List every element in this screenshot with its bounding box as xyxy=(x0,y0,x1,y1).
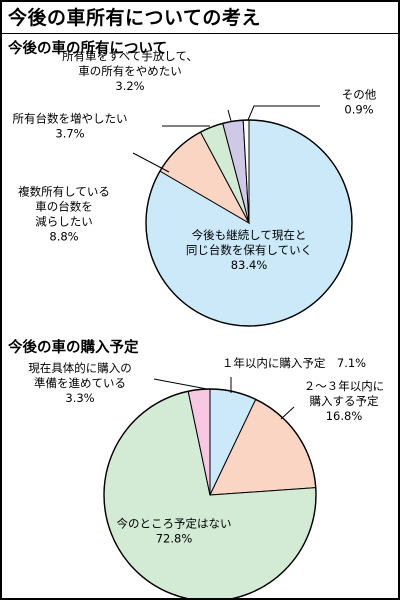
chart1-label-1: 複数所有している車の台数を減らしたい 8.8% xyxy=(18,185,110,244)
chart2-outline xyxy=(103,388,317,598)
chart2-label-3: 現在具体的に購入の準備を進めている 3.3% xyxy=(28,361,132,405)
chart1-leader-1 xyxy=(132,152,170,173)
chart1-label-0: 今後も継続して現在と同じ台数を保有していく 83.4% xyxy=(186,228,312,272)
chart2-label-2: 今のところ予定はない 72.8% xyxy=(117,517,232,546)
main-title: 今後の車所有についての考え xyxy=(8,7,261,29)
chart2-leader-1 xyxy=(280,406,295,420)
chart2-label-0: １年以内に購入予定 7.1% xyxy=(222,356,366,370)
chart1-outline xyxy=(145,119,353,327)
chart1-label-2: 所有台数を増やしたい 3.7% xyxy=(13,112,128,141)
chart2-leader-3 xyxy=(153,378,208,390)
chart2-title: 今後の車の購入予定 xyxy=(8,340,139,356)
chart2-label-1: ２～３年以内に購入する予定 16.8% xyxy=(304,379,385,423)
chart1-label-3: 所有車をすべて手放して、車の所有をやめたい 3.2% xyxy=(62,49,198,93)
chart1-label-4: その他 0.9% xyxy=(342,88,377,117)
chart1-leader-3 xyxy=(227,109,232,122)
chart1-title: 今後の車の所有について xyxy=(8,41,168,57)
chart1-leader-4 xyxy=(247,105,320,121)
title-divider xyxy=(2,33,398,34)
